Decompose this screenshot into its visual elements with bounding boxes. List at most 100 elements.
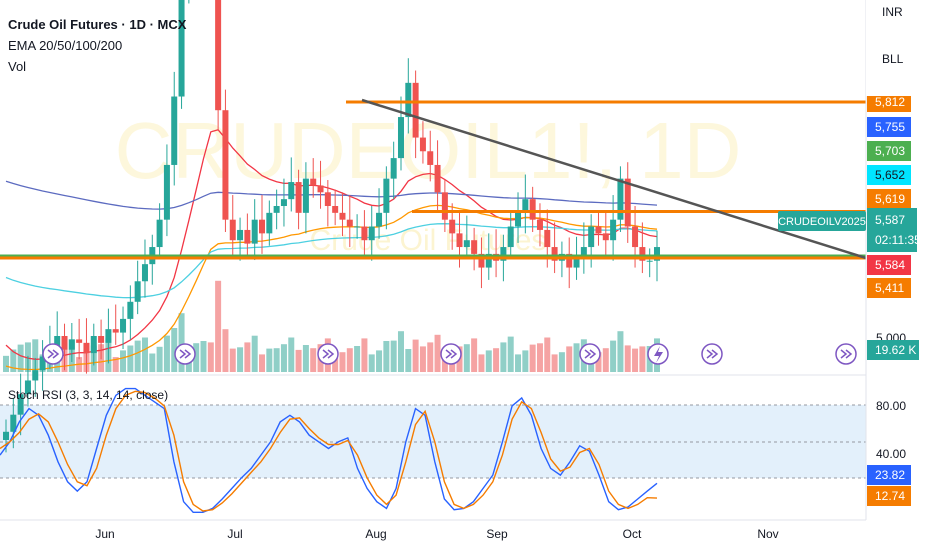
ema-200-line	[5, 180, 658, 210]
candle-body	[566, 253, 573, 268]
candle-body	[3, 431, 9, 440]
candle-body	[573, 257, 580, 268]
currency-label[interactable]: INR	[882, 5, 903, 19]
candle-body	[215, 0, 222, 111]
volume-bar	[295, 349, 302, 372]
volume-bar	[602, 348, 609, 372]
price-tag-5619[interactable]	[867, 189, 911, 209]
candle-body	[229, 219, 236, 241]
price-tag-5703[interactable]	[867, 141, 911, 161]
currency-unit-box[interactable]: INR BLL	[866, 0, 932, 96]
candle-body	[397, 117, 404, 159]
volume-bar	[383, 341, 390, 372]
candle-body	[478, 253, 485, 268]
volume-bar	[551, 354, 558, 372]
time-tick-label: Jun	[95, 527, 114, 541]
price-tag-5703-label: 5,703	[875, 144, 905, 158]
volume-bar	[522, 350, 529, 372]
unit-label[interactable]: BLL	[882, 52, 904, 66]
volume-bar	[266, 348, 273, 372]
volume-bar	[412, 339, 419, 372]
volume-bar	[390, 340, 397, 372]
volume-bar	[229, 348, 236, 372]
volume-bar	[507, 336, 514, 372]
event-icons	[42, 343, 857, 365]
chart-legend: Crude Oil Futures · 1D · MCX EMA 20/50/1…	[8, 14, 186, 77]
candle-body	[324, 192, 331, 206]
volume-bar	[500, 342, 507, 372]
volume-bar	[215, 280, 222, 372]
trendline[interactable]	[361, 98, 867, 260]
event-arrow-icon	[706, 349, 719, 359]
volume-bar	[259, 354, 266, 372]
volume-bar	[273, 348, 280, 372]
stoch-legend[interactable]: Stoch RSI (3, 3, 14, 14, close)	[8, 388, 169, 402]
current-price-tag[interactable]	[867, 208, 917, 252]
volume-bar	[310, 348, 317, 372]
stoch-k-tag[interactable]	[867, 465, 911, 485]
candle-body	[266, 212, 273, 234]
candle-body	[171, 96, 178, 165]
price-tag-5812[interactable]	[867, 92, 911, 112]
ema-20-line	[5, 129, 658, 360]
volume-bar	[573, 343, 580, 372]
volume-bar	[280, 344, 287, 372]
stoch-d-tag-label: 12.74	[875, 489, 905, 503]
ema-lines	[5, 129, 658, 371]
volume-bar	[376, 350, 383, 372]
candle-body	[383, 178, 390, 213]
event-arrow-icon	[840, 349, 853, 359]
candle-body	[419, 137, 426, 152]
candle-body	[405, 82, 412, 118]
candle-body	[141, 264, 148, 282]
candle-body	[163, 164, 170, 220]
volume-bar	[346, 348, 353, 372]
time-axis[interactable]: Jun Jul Aug Sep Oct Nov	[95, 527, 778, 541]
candle-body	[610, 219, 617, 241]
volume-bar	[405, 349, 412, 372]
price-tag-5584[interactable]	[867, 255, 911, 275]
stoch-k-line	[0, 387, 658, 513]
volume-bar	[17, 344, 24, 372]
price-axis[interactable]: 6,1735,0005,8125,7555,7035,6525,6195,584…	[778, 73, 921, 506]
volume-bar	[120, 350, 127, 372]
volume-bar	[193, 343, 200, 372]
candle-body	[83, 342, 90, 354]
price-tag-5411[interactable]	[867, 278, 911, 298]
volume-bar	[595, 352, 602, 372]
volume-legend[interactable]: Vol	[8, 59, 27, 74]
volume-value-tag[interactable]	[867, 340, 919, 360]
candle-body	[639, 247, 646, 261]
price-tag-5652[interactable]	[867, 165, 911, 185]
symbol-title[interactable]: Crude Oil Futures · 1D · MCX	[8, 17, 187, 32]
stoch-k-tag-label: 23.82	[875, 468, 905, 482]
price-tag-5755[interactable]	[867, 117, 911, 137]
volume-bar	[434, 334, 441, 372]
candle-body	[354, 226, 361, 228]
volume-bar	[207, 342, 214, 372]
stoch-d-line	[0, 390, 658, 512]
volume-bar	[32, 339, 39, 372]
time-tick-label: Aug	[365, 527, 386, 541]
volume-bar	[427, 342, 434, 372]
volume-bar	[529, 344, 536, 372]
event-arrow-icon	[584, 349, 597, 359]
horizontal-levels	[0, 98, 867, 260]
candle-body	[134, 281, 141, 302]
candle-body	[98, 336, 105, 343]
price-tag-5812-label: 5,812	[875, 95, 905, 109]
volume-bar	[200, 341, 207, 372]
symbol-tag[interactable]	[778, 211, 866, 231]
candle-body	[105, 329, 112, 343]
candle-body	[237, 229, 244, 241]
volume-bar	[617, 331, 624, 372]
volume-bar	[339, 352, 346, 372]
candle-body	[412, 82, 419, 138]
ema-legend[interactable]: EMA 20/50/100/200	[8, 38, 123, 53]
stoch-d-tag[interactable]	[867, 486, 911, 506]
candle-body	[515, 212, 522, 227]
candle-body	[295, 182, 302, 213]
volume-bar	[485, 350, 492, 372]
price-tag-5411-label: 5,411	[875, 281, 904, 295]
